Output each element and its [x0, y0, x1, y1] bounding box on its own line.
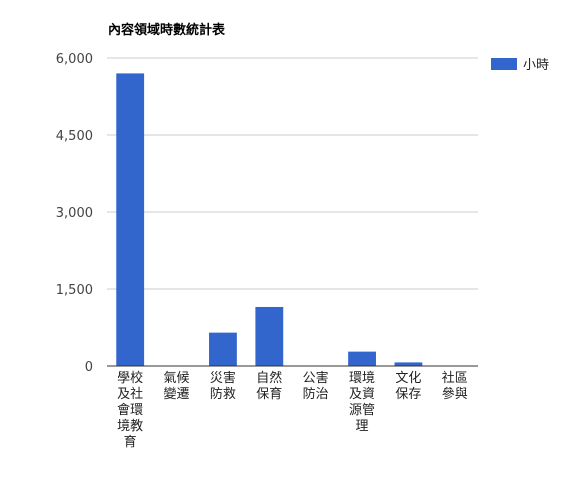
- legend-swatch: [491, 58, 517, 70]
- x-tick-label: 環境及資源管理: [349, 371, 375, 434]
- bars: [116, 73, 423, 367]
- x-tick-label: 災害防救: [210, 370, 236, 402]
- legend-label: 小時: [523, 58, 549, 73]
- x-tick-label: 文化保存: [395, 371, 421, 402]
- bar: [255, 306, 284, 366]
- y-tick-label: 6,000: [56, 52, 93, 67]
- y-tick-label: 0: [85, 360, 93, 375]
- x-tick-label: 自然保育: [256, 370, 282, 402]
- x-tick-label: 學校及社會環境教育: [117, 370, 143, 450]
- x-tick-label: 社區參與: [442, 370, 468, 402]
- x-tick-label: 公害防治: [303, 370, 329, 402]
- bar: [348, 351, 376, 366]
- y-tick-label: 3,000: [56, 206, 93, 221]
- y-tick-label: 4,500: [56, 129, 93, 144]
- gridlines: [107, 57, 478, 290]
- legend: 小時: [491, 58, 549, 73]
- bar: [394, 362, 423, 366]
- y-tick-label: 1,500: [56, 283, 93, 298]
- y-axis-ticks: 0 1,500 3,000 4,500 6,000: [56, 52, 93, 375]
- bar: [116, 73, 145, 367]
- chart-title: 內容領域時數統計表: [108, 22, 226, 38]
- bar: [209, 332, 237, 366]
- x-tick-label: 氣候變遷: [164, 371, 190, 402]
